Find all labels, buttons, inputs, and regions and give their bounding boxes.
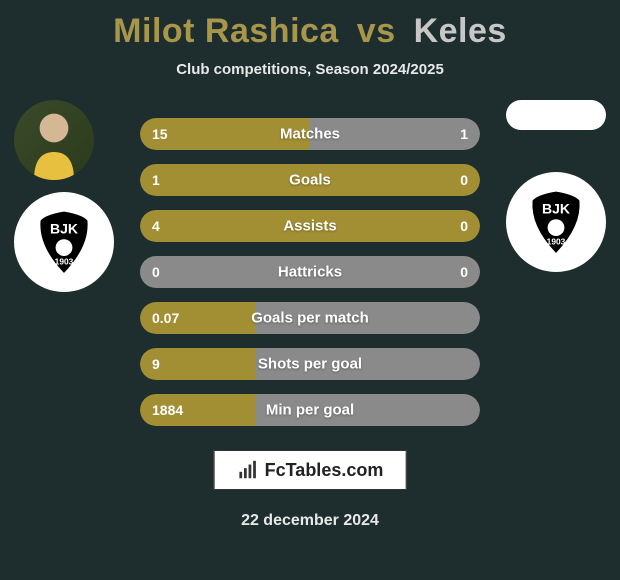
stat-label: Shots per goal [258, 356, 362, 373]
stat-value-right: 0 [460, 264, 468, 280]
stat-label: Goals [289, 172, 331, 189]
player1-photo [14, 100, 94, 180]
stat-bar: Assists 4 0 [140, 210, 480, 242]
svg-text:1903: 1903 [55, 256, 74, 266]
stat-value-left: 0 [152, 264, 160, 280]
watermark: FcTables.com [214, 450, 407, 490]
player2-name: Keles [414, 12, 507, 50]
subtitle: Club competitions, Season 2024/2025 [0, 61, 620, 78]
stat-label: Assists [283, 218, 336, 235]
stat-value-left: 9 [152, 356, 160, 372]
stat-bar: Min per goal 1884 [140, 394, 480, 426]
stat-bar: Shots per goal 9 [140, 348, 480, 380]
club-shield-icon: BJK 1903 [29, 207, 99, 277]
stat-bar: Goals 1 0 [140, 164, 480, 196]
stat-bar: Matches 15 1 [140, 118, 480, 150]
page-title: Milot Rashica vs Keles [0, 0, 620, 51]
svg-text:1903: 1903 [547, 236, 566, 246]
stat-value-right: 0 [460, 218, 468, 234]
svg-text:BJK: BJK [50, 221, 78, 237]
chart-icon [237, 459, 259, 481]
stat-label: Hattricks [278, 264, 342, 281]
stat-value-right: 1 [460, 126, 468, 142]
club-shield-icon: BJK 1903 [521, 187, 591, 257]
svg-text:BJK: BJK [542, 201, 570, 217]
vs-label: vs [357, 12, 396, 50]
player1-name: Milot Rashica [113, 12, 339, 50]
stat-value-left: 1884 [152, 402, 183, 418]
stat-value-left: 4 [152, 218, 160, 234]
stat-label: Goals per match [251, 310, 369, 327]
stat-value-left: 1 [152, 172, 160, 188]
player2-club-logo: BJK 1903 [506, 172, 606, 272]
stat-label: Matches [280, 126, 340, 143]
stat-value-left: 15 [152, 126, 168, 142]
player1-club-logo: BJK 1903 [14, 192, 114, 292]
left-avatars: BJK 1903 [14, 100, 114, 304]
player2-photo [506, 100, 606, 130]
comparison-bars: Matches151Goals10Assists40Hattricks00Goa… [140, 118, 480, 440]
stat-value-right: 0 [460, 172, 468, 188]
right-avatars: BJK 1903 [506, 100, 606, 284]
date-label: 22 december 2024 [0, 512, 620, 530]
stat-label: Min per goal [266, 402, 354, 419]
person-icon [14, 100, 94, 180]
stat-bar: Goals per match 0.07 [140, 302, 480, 334]
watermark-text: FcTables.com [265, 460, 384, 481]
stat-value-left: 0.07 [152, 310, 179, 326]
stat-bar: Hattricks 0 0 [140, 256, 480, 288]
